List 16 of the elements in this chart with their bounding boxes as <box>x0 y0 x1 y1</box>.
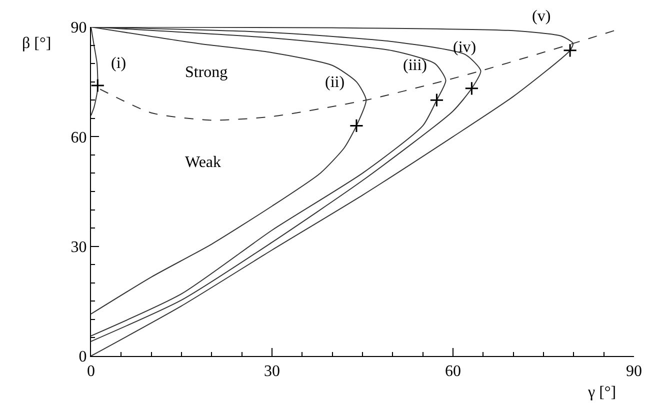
annotation: (ii) <box>325 74 345 91</box>
x-tick-label: 90 <box>626 363 642 380</box>
annotation: (iii) <box>403 57 427 74</box>
annotation: (i) <box>111 55 126 72</box>
y-tick-label: 30 <box>70 238 87 256</box>
text: (v) <box>532 8 551 25</box>
annotation: Strong <box>185 64 228 81</box>
x-tick-label: 60 <box>445 363 461 380</box>
x-axis-title: γ [°] <box>587 384 616 401</box>
y-axis-title: β [°] <box>22 35 52 52</box>
annotation: Weak <box>185 154 222 171</box>
annotation: (iv) <box>453 39 476 56</box>
y-tick-label: 0 <box>78 348 87 366</box>
y-tick-label: 60 <box>70 129 87 146</box>
x-tick-label: 30 <box>264 363 280 380</box>
y-tick-label: 90 <box>70 20 87 37</box>
